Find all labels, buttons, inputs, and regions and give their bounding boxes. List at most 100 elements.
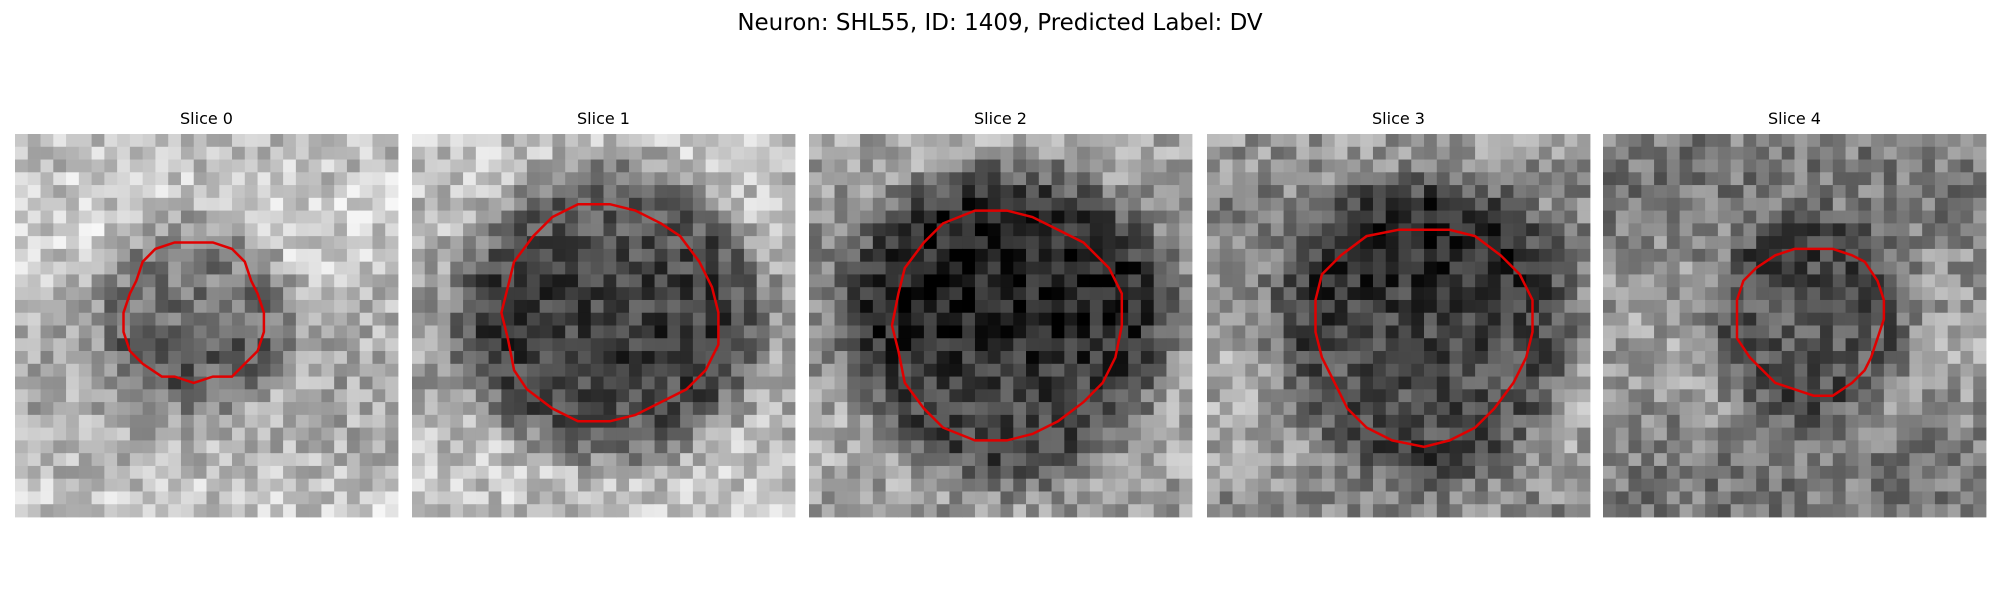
- pixel: [911, 389, 925, 403]
- pixel: [142, 427, 156, 441]
- pixel: [475, 363, 489, 377]
- pixel: [1845, 478, 1859, 492]
- pixel: [1013, 299, 1027, 314]
- pixel: [385, 274, 399, 288]
- pixel: [1462, 197, 1476, 211]
- pixel: [641, 351, 655, 365]
- pixel: [590, 210, 604, 224]
- pixel: [1922, 197, 1936, 211]
- pixel: [603, 287, 617, 301]
- pixel: [1347, 312, 1361, 326]
- pixel: [898, 236, 912, 250]
- pixel: [1321, 312, 1336, 326]
- pixel: [104, 427, 118, 441]
- pixel: [1166, 185, 1180, 199]
- pixel: [1717, 185, 1732, 199]
- pixel: [219, 351, 233, 365]
- pixel: [1411, 465, 1425, 480]
- pixel: [1385, 236, 1399, 250]
- pixel: [15, 376, 29, 390]
- pixel: [1296, 197, 1310, 211]
- pixel: [987, 478, 1001, 492]
- pixel: [847, 453, 861, 467]
- pixel: [1296, 172, 1310, 186]
- pixel: [1245, 159, 1259, 173]
- pixel: [514, 134, 528, 148]
- pixel: [1538, 363, 1553, 377]
- pixel: [552, 134, 566, 148]
- pixel: [1628, 325, 1642, 339]
- pixel: [590, 274, 604, 288]
- pixel: [437, 261, 451, 275]
- pixel: [1309, 146, 1323, 160]
- pixel: [412, 146, 426, 160]
- pixel: [1487, 299, 1502, 314]
- pixel: [680, 210, 694, 224]
- pixel: [142, 236, 156, 250]
- pixel: [782, 427, 796, 441]
- pixel: [15, 274, 29, 288]
- pixel: [232, 414, 246, 429]
- pixel: [129, 146, 144, 160]
- pixel: [1089, 236, 1104, 250]
- pixel: [1538, 453, 1553, 467]
- pixel: [1064, 261, 1078, 275]
- pixel: [142, 402, 156, 416]
- pixel: [1258, 261, 1272, 275]
- pixel: [962, 299, 976, 314]
- pixel: [718, 363, 732, 377]
- pixel: [1526, 363, 1540, 377]
- pixel: [1883, 274, 1898, 288]
- pixel: [692, 465, 707, 480]
- pixel: [53, 146, 67, 160]
- pixel: [1756, 504, 1770, 518]
- pixel: [1064, 427, 1078, 441]
- pixel: [1756, 185, 1770, 199]
- panel-title: Slice 3: [1372, 109, 1425, 128]
- pixel: [283, 376, 297, 390]
- pixel: [1858, 274, 1872, 288]
- pixel: [1424, 274, 1438, 288]
- pixel: [1654, 389, 1668, 403]
- pixel: [372, 312, 386, 326]
- pixel: [769, 427, 783, 441]
- pixel: [821, 414, 835, 429]
- pixel: [526, 274, 541, 288]
- pixel: [346, 465, 361, 480]
- pixel: [91, 172, 105, 186]
- pixel: [514, 440, 528, 454]
- pixel: [1666, 172, 1680, 186]
- pixel: [949, 312, 963, 326]
- pixel: [782, 223, 796, 237]
- pixel: [1449, 453, 1463, 467]
- pixel: [1064, 338, 1078, 352]
- pixel: [27, 248, 41, 263]
- pixel: [1666, 312, 1680, 326]
- pixel: [1115, 465, 1129, 480]
- pixel: [437, 185, 451, 199]
- pixel: [1551, 210, 1565, 224]
- pixel: [898, 453, 912, 467]
- pixel: [117, 236, 131, 250]
- pixel: [1258, 363, 1272, 377]
- pixel: [1756, 248, 1770, 263]
- pixel: [974, 325, 989, 339]
- pixel: [66, 261, 80, 275]
- pixel: [756, 236, 770, 250]
- pixel: [552, 223, 566, 237]
- pixel: [117, 491, 131, 505]
- pixel: [1385, 414, 1399, 429]
- image: [809, 134, 1193, 518]
- pixel: [1089, 389, 1104, 403]
- pixel: [962, 389, 976, 403]
- pixel: [1615, 427, 1629, 441]
- pixel: [412, 427, 426, 441]
- pixel: [129, 389, 144, 403]
- pixel: [1487, 287, 1502, 301]
- pixel: [1820, 159, 1834, 173]
- pixel: [860, 478, 874, 492]
- pixel: [1475, 210, 1489, 224]
- contour: [1735, 247, 1886, 397]
- pixel: [1207, 312, 1221, 326]
- pixel: [53, 402, 67, 416]
